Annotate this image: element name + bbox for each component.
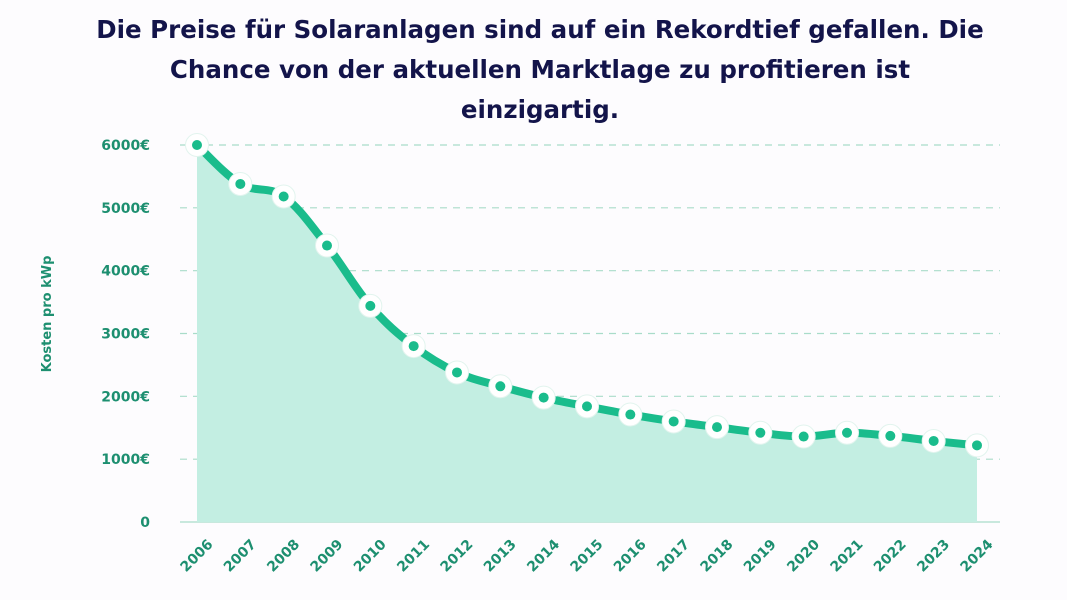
x-tick-label: 2007 bbox=[221, 537, 260, 576]
data-point bbox=[401, 334, 426, 359]
x-tick-label: 2018 bbox=[698, 537, 737, 576]
x-tick-label: 2016 bbox=[611, 537, 650, 576]
data-point bbox=[705, 415, 729, 440]
data-point bbox=[791, 424, 816, 449]
data-point bbox=[835, 420, 859, 445]
data-point bbox=[315, 233, 339, 258]
x-tick-label: 2020 bbox=[784, 536, 823, 575]
y-tick-label: 0 bbox=[140, 515, 150, 531]
data-point bbox=[531, 385, 556, 410]
data-point bbox=[921, 428, 946, 453]
x-tick-label: 2009 bbox=[308, 537, 347, 576]
x-tick-label: 2015 bbox=[568, 537, 607, 576]
x-tick-label: 2011 bbox=[394, 537, 433, 576]
y-tick-label: 6000€ bbox=[101, 138, 150, 154]
y-axis-label: Kosten pro kWp bbox=[40, 256, 55, 373]
y-tick-label: 5000€ bbox=[101, 201, 150, 217]
data-point bbox=[445, 360, 469, 385]
data-point bbox=[965, 433, 989, 458]
y-axis-ticks: 0 1000€ 2000€ 3000€ 4000€ 5000€ 6000€ bbox=[101, 138, 150, 531]
x-tick-label: 2008 bbox=[264, 537, 303, 576]
x-tick-label: 2019 bbox=[741, 537, 780, 576]
data-point bbox=[358, 293, 383, 318]
data-point bbox=[228, 171, 253, 196]
y-tick-label: 3000€ bbox=[101, 327, 150, 343]
data-point bbox=[661, 409, 686, 434]
area-fill bbox=[197, 145, 977, 522]
y-tick-label: 4000€ bbox=[101, 264, 150, 280]
chart-title: Die Preise für Solaranlagen sind auf ein… bbox=[96, 15, 984, 124]
x-tick-label: 2021 bbox=[828, 537, 867, 576]
x-tick-label: 2010 bbox=[351, 536, 390, 575]
data-point bbox=[185, 133, 209, 157]
x-tick-label: 2012 bbox=[438, 537, 477, 576]
x-tick-label: 2022 bbox=[871, 537, 910, 576]
data-markers bbox=[185, 133, 989, 458]
data-point bbox=[575, 394, 599, 419]
data-point bbox=[878, 423, 903, 448]
data-point bbox=[618, 402, 643, 427]
data-point bbox=[488, 374, 513, 399]
x-tick-label: 2024 bbox=[958, 536, 997, 575]
x-tick-label: 2017 bbox=[654, 537, 693, 576]
data-point bbox=[271, 184, 296, 209]
y-tick-label: 2000€ bbox=[101, 389, 150, 405]
x-tick-label: 2014 bbox=[524, 536, 563, 575]
y-tick-label: 1000€ bbox=[101, 452, 150, 468]
data-point bbox=[748, 420, 773, 445]
x-tick-label: 2023 bbox=[914, 537, 953, 576]
x-axis-ticks: 2006 2007 2008 2009 2010 2011 2012 2013 2014 2015… bbox=[178, 536, 997, 575]
x-tick-label: 2013 bbox=[481, 537, 520, 576]
x-tick-label: 2006 bbox=[178, 537, 217, 576]
